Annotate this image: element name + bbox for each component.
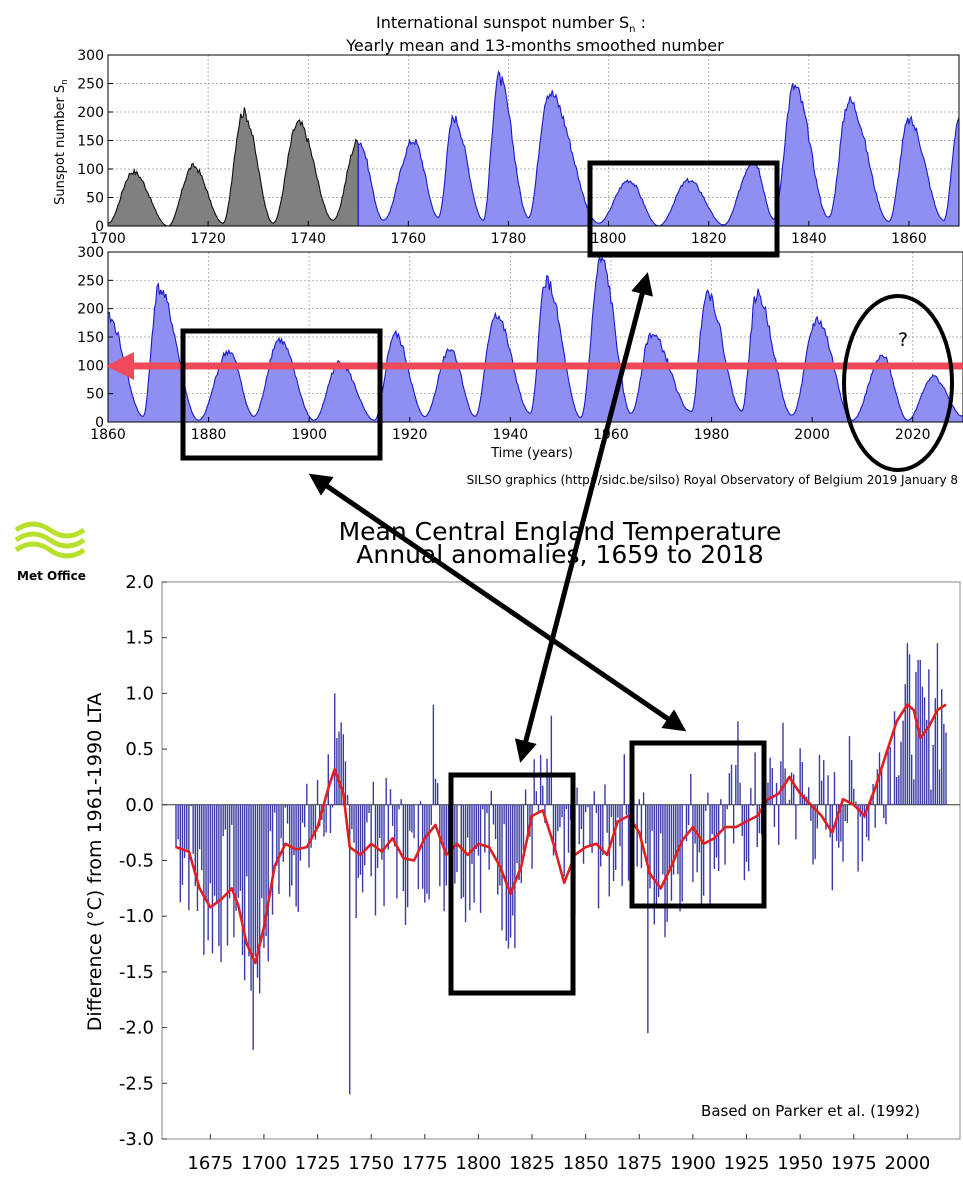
y-tick-label: 50 (86, 191, 104, 207)
y-tick-label: 100 (77, 358, 104, 374)
cet-x-tick-label: 1700 (241, 1153, 287, 1174)
cet-x-tick-label: 1825 (509, 1153, 555, 1174)
cet-y-ticks: -3.0 -2.5 -2.0 -1.5 -1.0 -0.5 0.0 0.5 1.0 1.5 2.0 (119, 572, 167, 1150)
sunspot-panel-top: 0 50 100 150 200 250 300 1700 1720 1740 1760 1780 18… (77, 48, 960, 247)
sunspot-title: International sunspot number Sn : (376, 13, 646, 35)
cet-x-tick-label: 1975 (831, 1153, 877, 1174)
x-tick-label: 1740 (290, 231, 326, 247)
y-tick-label: 150 (77, 134, 104, 150)
cet-y-tick-label: -2.5 (119, 1073, 154, 1094)
cet-x-ticks: 1675 1700 1725 1750 1775 1800 1825 1850 1875 1900… (187, 1134, 930, 1174)
highlight-box-cet-1880 (629, 740, 767, 909)
x-tick-label: 1900 (291, 427, 327, 443)
cet-x-tick-label: 1900 (670, 1153, 716, 1174)
cet-y-tick-label: 2.0 (125, 572, 154, 593)
cet-ylabel: Difference (°C) from 1961-1990 LTA (84, 693, 106, 1032)
x-tick-label: 1760 (391, 231, 427, 247)
cet-x-tick-label: 1950 (777, 1153, 823, 1174)
highlight-box-cet-1800 (448, 772, 576, 996)
y-tick-label: 0 (95, 415, 104, 431)
cet-y-tick-label: 1.0 (125, 683, 154, 704)
cet-y-tick-label: -1.0 (119, 906, 154, 927)
cet-x-tick-label: 2000 (884, 1153, 930, 1174)
y-tick-label: 0 (95, 219, 104, 235)
x-tick-label: 1840 (791, 231, 827, 247)
x-tick-label: 1980 (694, 427, 730, 443)
cet-y-tick-label: -2.0 (119, 1018, 154, 1039)
cet-smoothed-line (175, 703, 947, 965)
y-tick-label: 250 (77, 77, 104, 93)
axis-ticks: 0 50 100 150 200 250 300 1700 1720 1740 1760 1780 18… (77, 48, 926, 247)
x-tick-label: 1720 (190, 231, 226, 247)
x-tick-label: 1800 (591, 231, 627, 247)
y-tick-label: 300 (77, 48, 104, 64)
x-tick-label: 1920 (392, 427, 428, 443)
y-tick-label: 200 (77, 105, 104, 121)
highlight-circle-2020 (842, 294, 954, 472)
cet-y-tick-label: 0.0 (125, 795, 154, 816)
cet-x-tick-label: 1775 (402, 1153, 448, 1174)
cet-y-tick-label: 1.5 (125, 628, 154, 649)
cet-x-tick-label: 1875 (616, 1153, 662, 1174)
link-arrow-1890 (308, 473, 687, 732)
y-tick-label: 50 (86, 387, 104, 403)
x-tick-label: 1860 (891, 231, 927, 247)
x-tick-label: 1780 (491, 231, 527, 247)
x-tick-label: 1700 (90, 231, 126, 247)
cet-x-tick-label: 1925 (724, 1153, 770, 1174)
sunspot-ylabel: Sunspot number Sn (53, 79, 70, 205)
x-tick-label: 1880 (191, 427, 227, 443)
y-tick-label: 300 (77, 245, 104, 261)
met-office-logo: Met Office (14, 521, 86, 583)
cet-x-tick-label: 1800 (456, 1153, 502, 1174)
cet-citation: Based on Parker et al. (1992) (701, 1102, 920, 1120)
cet-y-tick-label: -3.0 (119, 1129, 154, 1150)
cet-x-tick-label: 1675 (187, 1153, 233, 1174)
met-office-logo-text: Met Office (17, 569, 86, 583)
link-arrow-1810 (514, 272, 654, 763)
x-tick-label: 1860 (90, 427, 126, 443)
cet-y-tick-label: -0.5 (119, 851, 154, 872)
cet-plot: -3.0 -2.5 -2.0 -1.5 -1.0 -0.5 0.0 0.5 1.0 1.5 2.0 1… (119, 572, 961, 1174)
y-tick-label: 250 (77, 273, 104, 289)
cet-x-tick-label: 1725 (295, 1153, 341, 1174)
sunspot-area-early (108, 107, 359, 226)
y-tick-label: 150 (77, 330, 104, 346)
x-tick-label: 2000 (794, 427, 830, 443)
y-tick-label: 100 (77, 162, 104, 178)
cet-y-tick-label: 0.5 (125, 739, 154, 760)
cet-x-tick-label: 1750 (348, 1153, 394, 1174)
cet-x-tick-label: 1850 (563, 1153, 609, 1174)
highlight-box-1880-1910 (180, 328, 383, 461)
question-mark: ? (898, 329, 908, 351)
highlight-box-1800-1830 (587, 160, 780, 258)
y-tick-label: 200 (77, 302, 104, 318)
sunspot-subtitle: Yearly mean and 13-months smoothed numbe… (345, 36, 724, 55)
x-tick-label: 2020 (895, 427, 931, 443)
x-tick-label: 1820 (691, 231, 727, 247)
cet-y-tick-label: -1.5 (119, 962, 154, 983)
